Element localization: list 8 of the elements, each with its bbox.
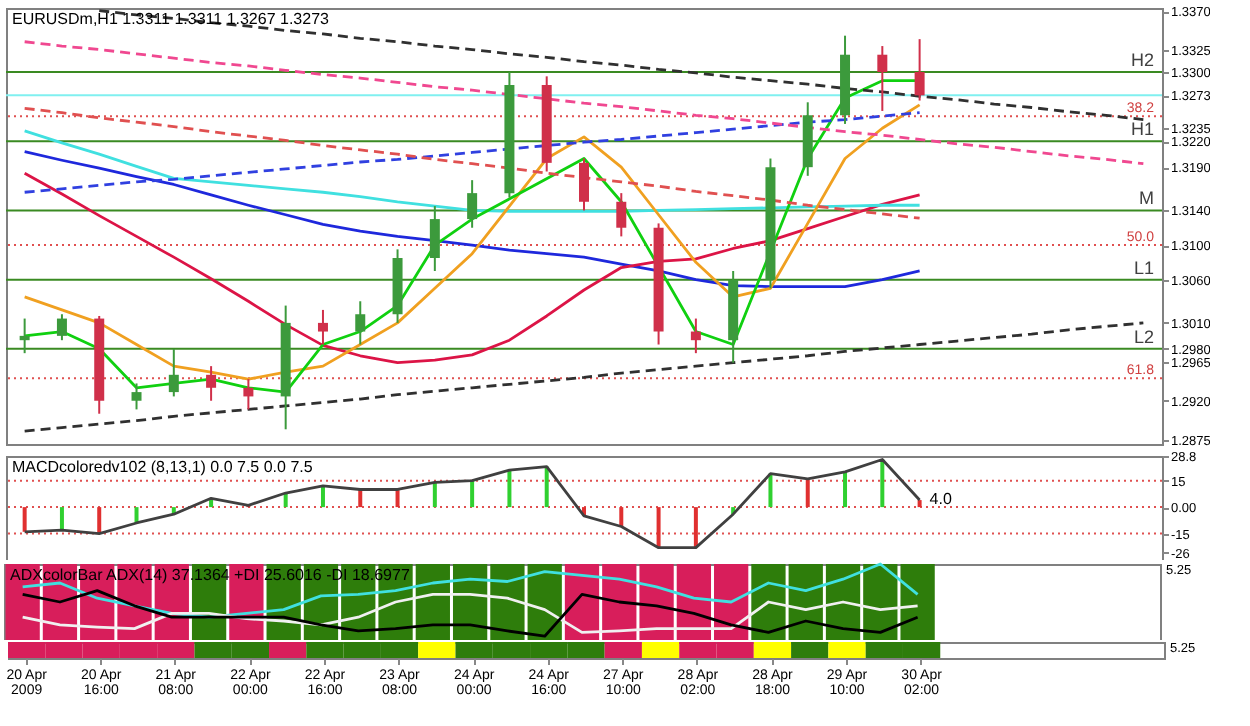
ref-line-label: L1 bbox=[1133, 257, 1154, 278]
annotation: 4.0 bbox=[929, 490, 953, 509]
ref-line-label: M bbox=[1139, 188, 1154, 209]
ref-line-label: L2 bbox=[1133, 326, 1154, 347]
ref-line-label: H1 bbox=[1130, 119, 1154, 140]
chart-title: EURUSDm,H1 1.3311 1.3311 1.3267 1.3273 bbox=[12, 10, 331, 28]
ref-line-label: H2 bbox=[1130, 50, 1154, 71]
chart-title: MACDcoloredv102 (8,13,1) 0.0 7.5 0.0 7.5 bbox=[12, 458, 314, 476]
